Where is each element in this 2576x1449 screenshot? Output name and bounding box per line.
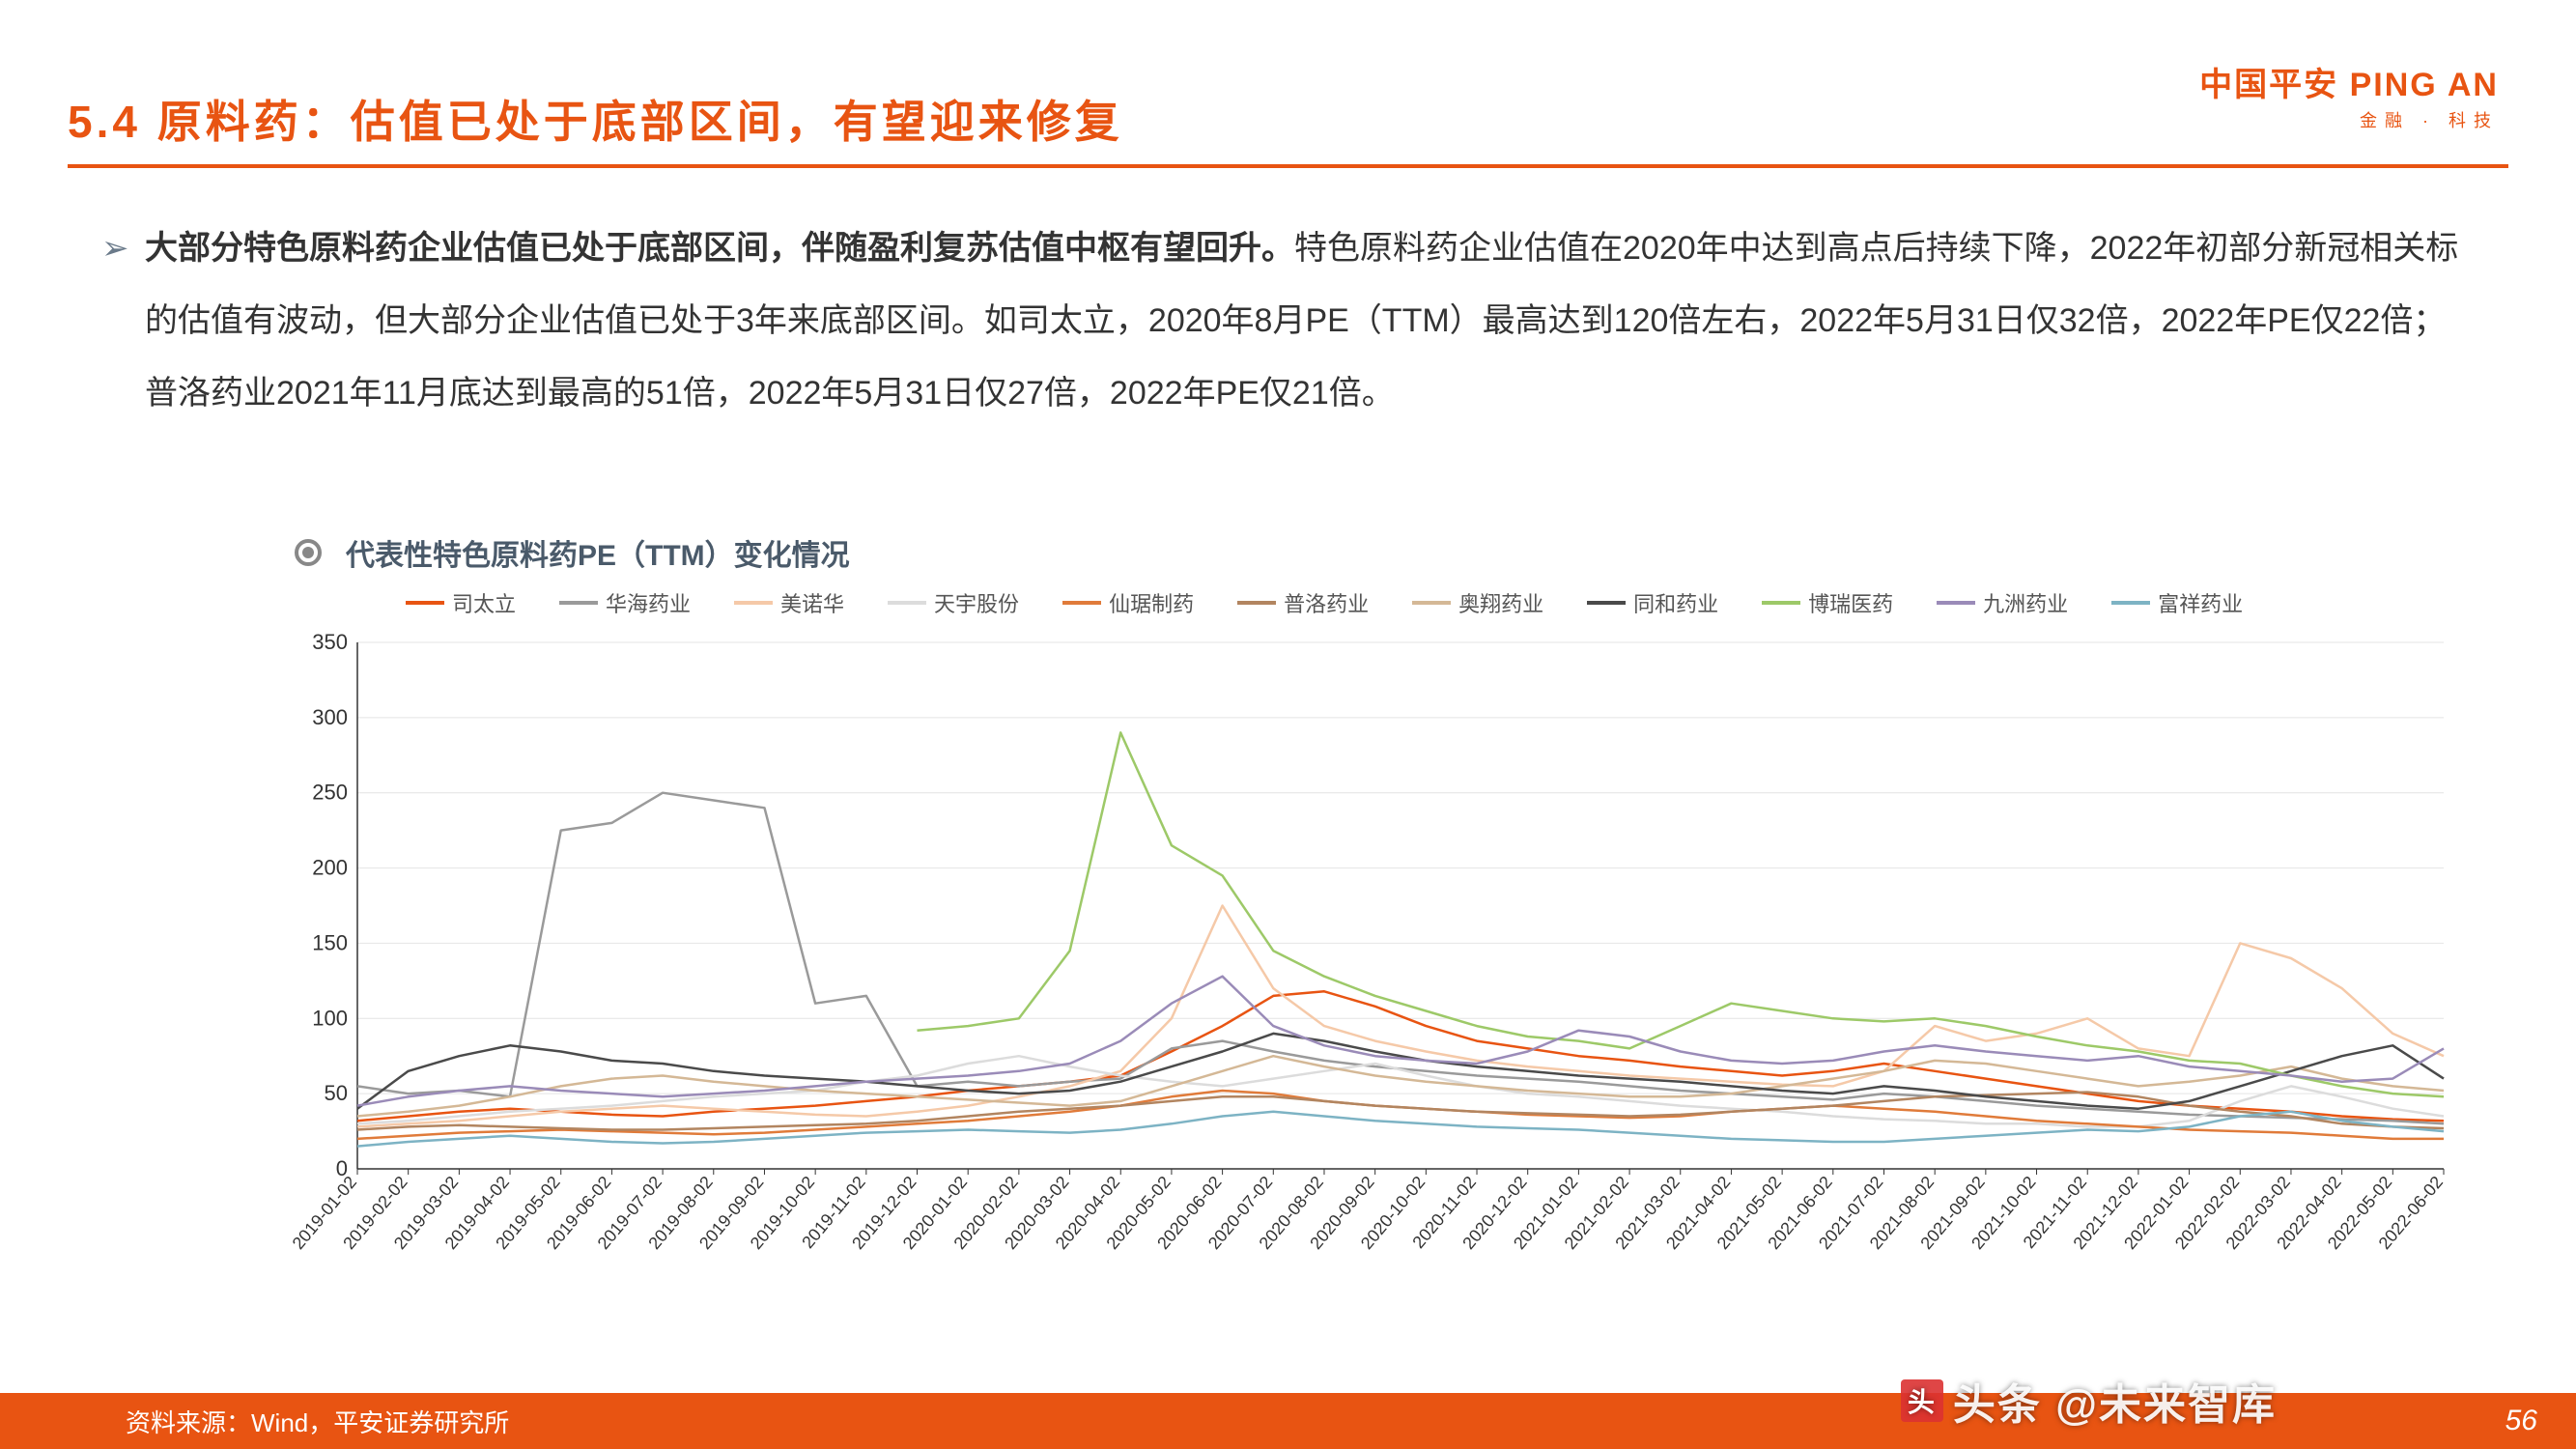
legend-item: 天宇股份 bbox=[888, 587, 1019, 618]
legend-item: 奥翔药业 bbox=[1412, 587, 1543, 618]
legend-swatch bbox=[1062, 601, 1101, 605]
series-line bbox=[357, 793, 2444, 1124]
legend-swatch bbox=[1587, 601, 1626, 605]
legend-label: 博瑞医药 bbox=[1808, 587, 1893, 618]
legend-label: 九洲药业 bbox=[1983, 587, 2068, 618]
series-line bbox=[357, 977, 2444, 1106]
footer-source: 资料来源：Wind，平安证券研究所 bbox=[126, 1404, 509, 1439]
legend-label: 奥翔药业 bbox=[1458, 587, 1543, 618]
legend-swatch bbox=[1412, 601, 1451, 605]
legend-item: 普洛药业 bbox=[1237, 587, 1369, 618]
legend-item: 美诺华 bbox=[734, 587, 844, 618]
bullet-bold: 大部分特色原料药企业估值已处于底部区间，伴随盈利复苏估值中枢有望回升。 bbox=[145, 230, 1294, 267]
legend-swatch bbox=[888, 601, 926, 605]
svg-text:200: 200 bbox=[312, 856, 348, 880]
logo-subtext: 金融 · 科技 bbox=[2199, 107, 2499, 132]
body-paragraph: ➢ 大部分特色原料药企业估值已处于底部区间，伴随盈利复苏估值中枢有望回升。特色原… bbox=[145, 213, 2460, 429]
legend-swatch bbox=[1237, 601, 1276, 605]
svg-text:50: 50 bbox=[325, 1081, 348, 1105]
legend-label: 司太立 bbox=[452, 587, 516, 618]
legend-swatch bbox=[559, 601, 598, 605]
chart-title-row: 代表性特色原料药PE（TTM）变化情况 bbox=[295, 531, 850, 574]
legend-label: 天宇股份 bbox=[934, 587, 1019, 618]
bullet-triangle-icon: ➢ bbox=[101, 213, 129, 285]
legend-swatch bbox=[1762, 601, 1800, 605]
series-line bbox=[918, 732, 2445, 1096]
legend-label: 同和药业 bbox=[1633, 587, 1718, 618]
legend-item: 富祥药业 bbox=[2111, 587, 2243, 618]
legend-item: 华海药业 bbox=[559, 587, 691, 618]
legend-label: 富祥药业 bbox=[2158, 587, 2243, 618]
line-chart: 0501001502002503003502019-01-022019-02-0… bbox=[290, 628, 2463, 1304]
legend-item: 博瑞医药 bbox=[1762, 587, 1893, 618]
legend-item: 仙琚制药 bbox=[1062, 587, 1194, 618]
svg-text:300: 300 bbox=[312, 705, 348, 729]
chart-title-dot-icon bbox=[295, 539, 322, 566]
svg-text:350: 350 bbox=[312, 630, 348, 654]
legend-item: 司太立 bbox=[406, 587, 516, 618]
legend-swatch bbox=[734, 601, 773, 605]
title-underline bbox=[68, 164, 2508, 168]
legend-label: 华海药业 bbox=[606, 587, 691, 618]
svg-text:250: 250 bbox=[312, 781, 348, 805]
legend-item: 九洲药业 bbox=[1937, 587, 2068, 618]
chart-legend: 司太立 华海药业 美诺华 天宇股份 仙琚制药 普洛药业 奥翔药业 同和药业 博瑞医药 九洲药业 富祥… bbox=[406, 587, 2460, 618]
watermark-text: 头条 @未来智库 bbox=[1953, 1370, 2277, 1432]
brand-logo: 中国平安 PING AN 金融 · 科技 bbox=[2199, 58, 2499, 132]
logo-text: 中国平安 PING AN bbox=[2199, 58, 2499, 105]
legend-swatch bbox=[2111, 601, 2150, 605]
svg-text:100: 100 bbox=[312, 1006, 348, 1030]
legend-swatch bbox=[1937, 601, 1975, 605]
legend-label: 仙琚制药 bbox=[1109, 587, 1194, 618]
legend-label: 美诺华 bbox=[780, 587, 844, 618]
page-number: 56 bbox=[2505, 1405, 2537, 1437]
chart-svg: 0501001502002503003502019-01-022019-02-0… bbox=[290, 628, 2463, 1304]
legend-swatch bbox=[406, 601, 444, 605]
watermark: 头 头条 @未来智库 bbox=[1901, 1370, 2277, 1432]
svg-text:150: 150 bbox=[312, 930, 348, 954]
watermark-icon: 头 bbox=[1901, 1379, 1943, 1422]
legend-item: 同和药业 bbox=[1587, 587, 1718, 618]
page-title: 5.4 原料药：估值已处于底部区间，有望迎来修复 bbox=[68, 87, 1123, 151]
chart-title: 代表性特色原料药PE（TTM）变化情况 bbox=[346, 531, 850, 574]
legend-label: 普洛药业 bbox=[1284, 587, 1369, 618]
